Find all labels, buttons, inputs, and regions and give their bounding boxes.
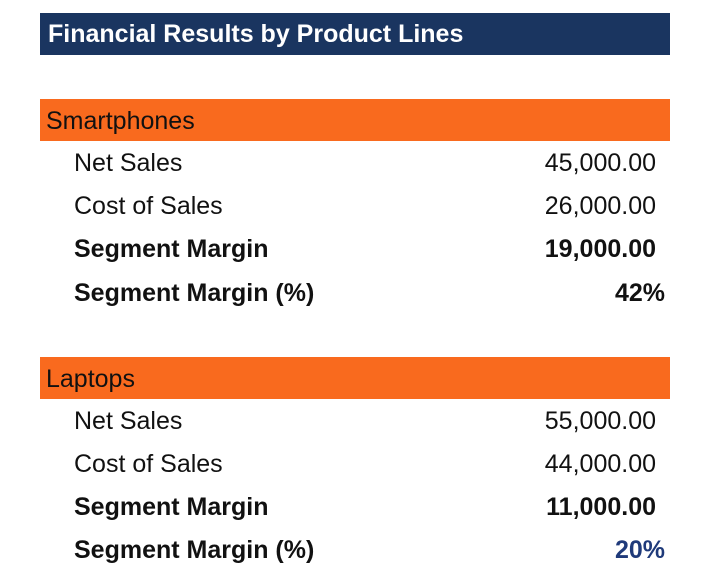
row-label: Net Sales bbox=[74, 407, 183, 435]
row-label: Segment Margin bbox=[74, 235, 269, 263]
row-label: Net Sales bbox=[74, 149, 183, 177]
row-value: 19,000.00 bbox=[544, 235, 656, 263]
row-label: Segment Margin bbox=[74, 493, 269, 521]
row-value: 26,000.00 bbox=[544, 192, 656, 220]
row-label: Cost of Sales bbox=[74, 192, 223, 220]
row-label: Segment Margin (%) bbox=[74, 536, 315, 564]
row-label: Segment Margin (%) bbox=[74, 279, 315, 307]
row-value: 44,000.00 bbox=[544, 450, 656, 478]
section-header: Smartphones bbox=[40, 99, 670, 141]
row-value: 42% bbox=[614, 279, 665, 307]
section-header: Laptops bbox=[40, 357, 670, 399]
row-value: 55,000.00 bbox=[544, 407, 656, 435]
row-value: 45,000.00 bbox=[544, 149, 656, 177]
row-value: 11,000.00 bbox=[546, 493, 656, 521]
row-label: Cost of Sales bbox=[74, 450, 223, 478]
title: Financial Results by Product Lines bbox=[40, 13, 670, 55]
row-value: 20% bbox=[614, 536, 665, 564]
